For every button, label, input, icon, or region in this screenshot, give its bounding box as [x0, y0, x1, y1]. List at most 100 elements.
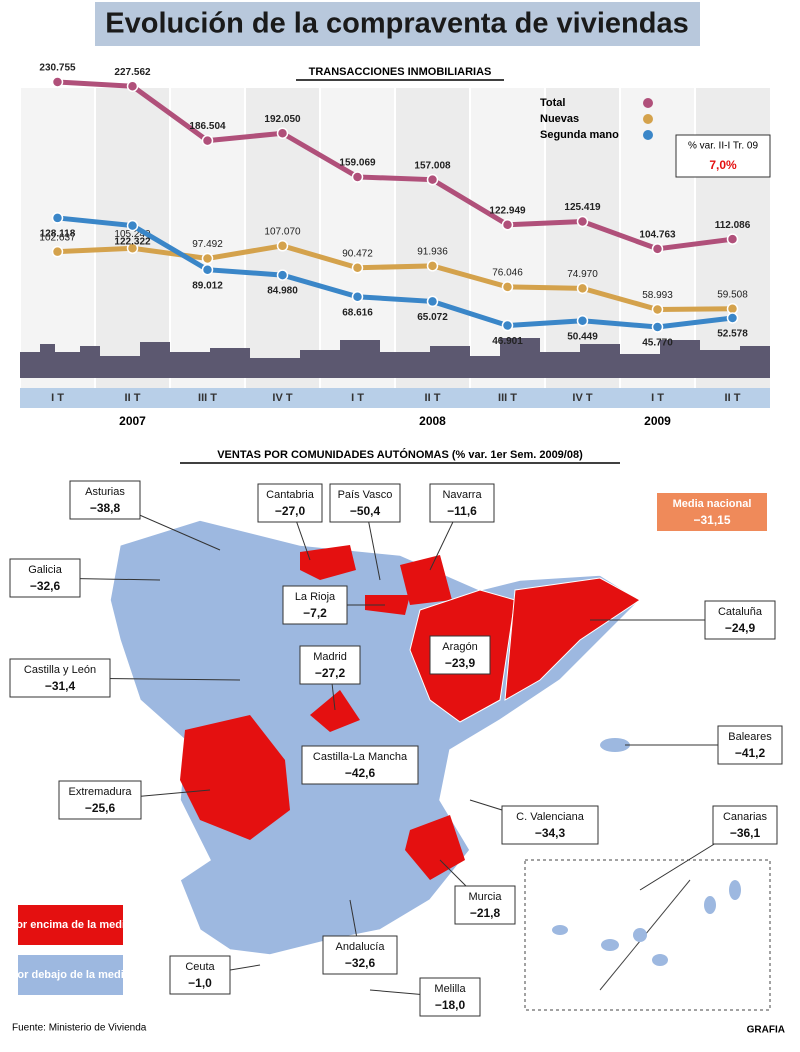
series-line	[57, 243, 733, 312]
value-label: 68.616	[342, 307, 373, 318]
region-name: Media nacional	[673, 498, 752, 510]
region-above	[310, 690, 360, 732]
value-label: 230.755	[39, 63, 76, 74]
region-name: Murcia	[468, 891, 502, 903]
region-value: −7,2	[303, 606, 327, 620]
region-box	[704, 600, 776, 640]
region-box	[712, 805, 778, 845]
region-value: −11,6	[447, 504, 477, 518]
legend-label: Total	[540, 97, 565, 109]
region-box	[301, 745, 419, 785]
region-box	[69, 480, 141, 520]
point	[276, 240, 289, 252]
value-label: 58.993	[642, 290, 673, 301]
value-label: 89.012	[192, 280, 223, 291]
point	[351, 171, 364, 183]
column-band	[20, 88, 95, 388]
region-box	[429, 635, 491, 675]
legend-label: Segunda mano	[540, 129, 619, 141]
x-tick-label: II T	[125, 392, 141, 404]
legend-swatch-below	[18, 955, 123, 995]
region-box	[9, 558, 81, 598]
region-value: −31,4	[45, 679, 76, 693]
value-label: 91.936	[417, 246, 448, 257]
legend-label: Por encima de la media	[9, 919, 132, 931]
point	[126, 242, 139, 254]
legend-label: Nuevas	[540, 113, 579, 125]
value-label: 97.492	[192, 239, 223, 250]
region-name: Asturias	[85, 486, 125, 498]
value-label: 90.472	[342, 248, 373, 259]
region-box	[299, 645, 361, 685]
island	[729, 880, 741, 900]
region-box	[419, 977, 481, 1017]
point	[201, 263, 214, 276]
point	[576, 282, 589, 295]
point	[426, 260, 439, 272]
region-name: Extremadura	[69, 786, 133, 798]
region-name: Castilla-La Mancha	[313, 751, 408, 763]
value-label: 102.637	[39, 232, 76, 243]
year-label: 2008	[419, 414, 446, 428]
value-label: 45.770	[642, 338, 673, 349]
column-band	[545, 88, 620, 388]
region-value: −27,0	[275, 504, 306, 518]
point	[126, 80, 139, 92]
region-value: −36,1	[730, 826, 761, 840]
x-tick-label: I T	[51, 392, 64, 404]
series-line	[57, 215, 733, 330]
region-box	[501, 805, 599, 845]
legend-swatch	[643, 130, 653, 140]
island	[652, 954, 668, 966]
region-above	[300, 545, 356, 580]
legend-swatch	[643, 98, 653, 108]
annotation-label: % var. II-I Tr. 09	[688, 141, 758, 152]
region-value: −32,6	[345, 956, 376, 970]
baleares-shape	[600, 738, 630, 752]
region-name: Melilla	[434, 983, 466, 995]
chart-background	[19, 88, 770, 388]
region-value: −18,0	[435, 998, 466, 1012]
region-box	[322, 935, 398, 975]
region-name: Navarra	[442, 489, 482, 501]
region-name: Ceuta	[185, 961, 215, 973]
point	[351, 290, 364, 303]
map	[109, 519, 771, 1011]
x-tick-label: I T	[651, 392, 664, 404]
value-label: 104.763	[639, 230, 676, 241]
point	[651, 303, 664, 316]
x-tick-label: III T	[498, 392, 517, 404]
region-box	[454, 885, 516, 925]
point	[201, 252, 214, 265]
value-label: 227.562	[114, 67, 151, 78]
credit: GRAFIA	[747, 1025, 785, 1036]
region-value: −38,8	[90, 501, 121, 515]
value-label: 46.901	[492, 336, 523, 347]
point	[126, 219, 139, 232]
region-above	[504, 577, 641, 701]
value-label: 50.449	[567, 331, 598, 342]
region-value: −24,9	[725, 621, 756, 635]
value-label: 107.070	[264, 226, 301, 237]
category-strip	[20, 388, 770, 408]
value-label: 122.949	[489, 205, 526, 216]
region-above	[180, 715, 290, 840]
x-tick-label: II T	[425, 392, 441, 404]
source: Fuente: Ministerio de Vivienda	[12, 1023, 147, 1034]
value-label: 74.970	[567, 269, 598, 280]
point	[351, 262, 364, 274]
point	[501, 281, 514, 293]
point	[51, 76, 64, 88]
region-name: Aragón	[442, 641, 477, 653]
region-box	[9, 658, 111, 698]
x-tick-label: II T	[725, 392, 741, 404]
value-label: 59.508	[717, 289, 748, 300]
region-name: Cataluña	[718, 606, 763, 618]
title-banner	[95, 2, 700, 46]
point	[51, 212, 64, 224]
region-value: −41,2	[735, 746, 766, 760]
region-value: −21,8	[470, 906, 501, 920]
region-value: −25,6	[85, 801, 116, 815]
point	[501, 219, 514, 231]
